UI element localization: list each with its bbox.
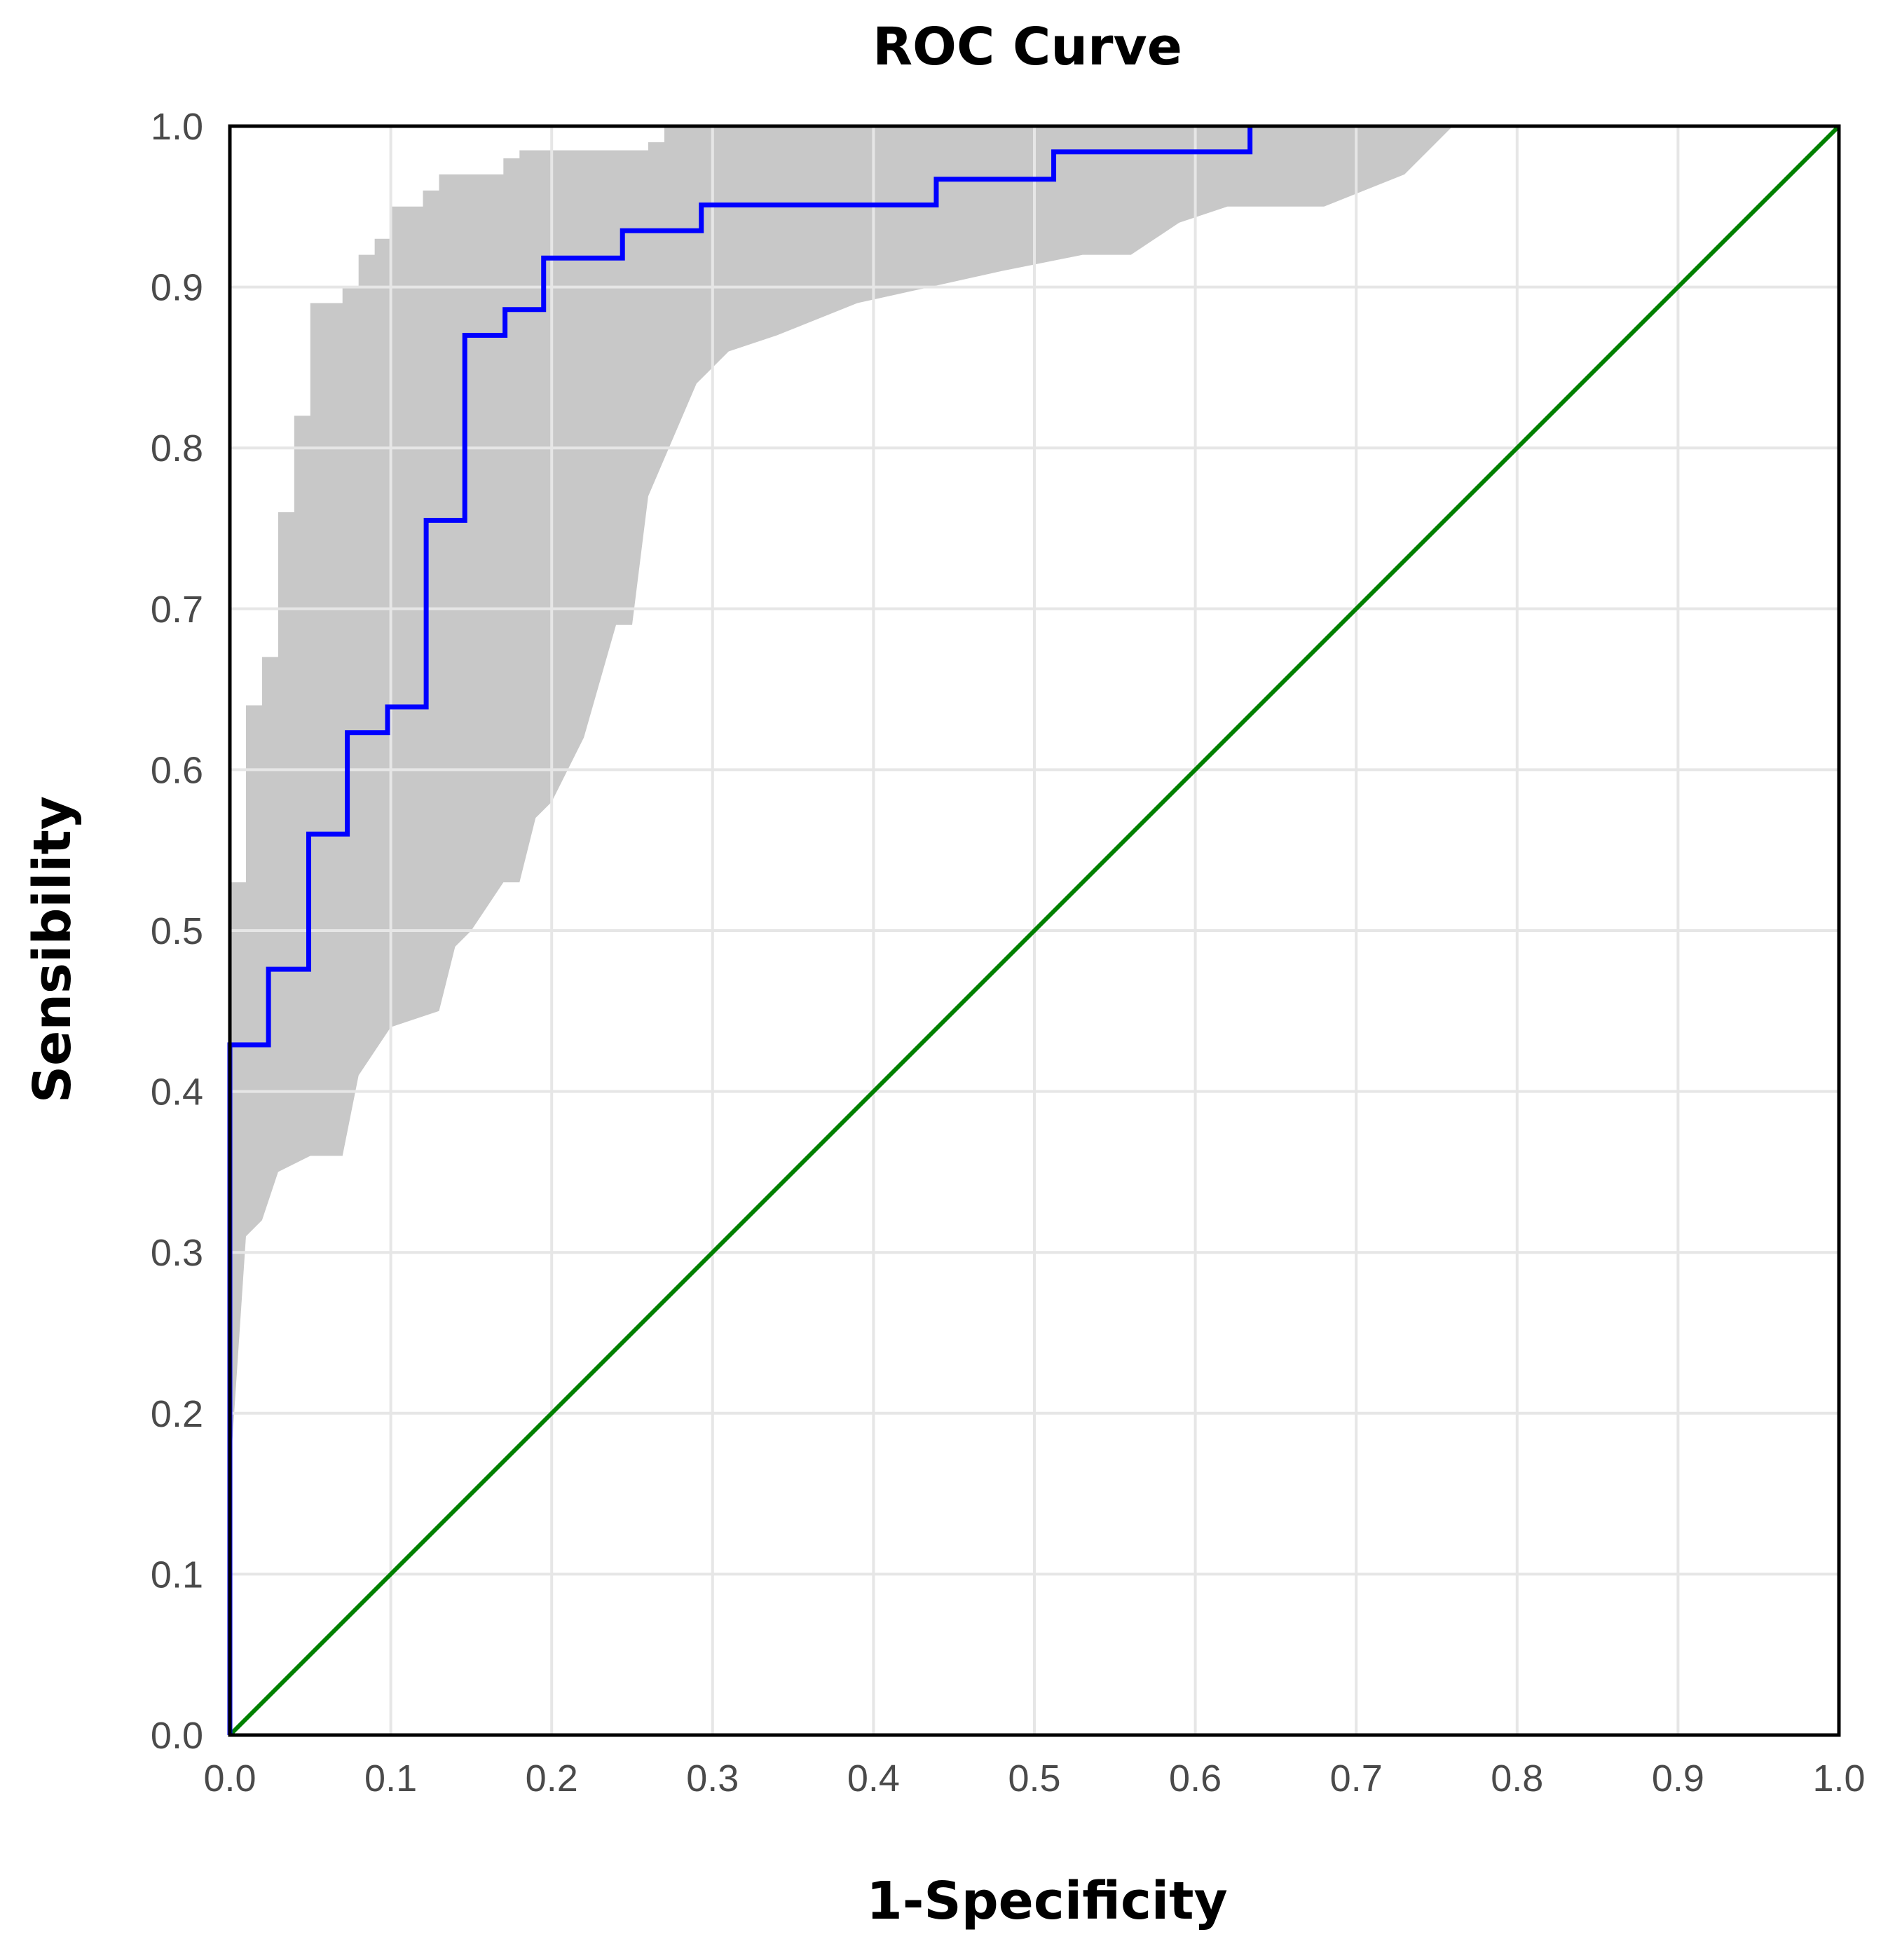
- x-tick-label: 0.2: [526, 1757, 578, 1800]
- x-tick-label: 0.3: [686, 1757, 739, 1800]
- y-tick-label: 0.4: [151, 1071, 203, 1113]
- x-tick-label: 0.6: [1169, 1757, 1222, 1800]
- x-tick-labels: 0.0 0.1 0.2 0.3 0.4 0.5 0.6 0.7 0.8 0.9 1.0: [203, 1757, 1865, 1800]
- x-tick-label: 1.0: [1812, 1757, 1865, 1800]
- y-tick-label: 0.3: [151, 1232, 203, 1274]
- y-tick-label: 0.9: [151, 267, 203, 309]
- y-tick-label: 0.7: [151, 589, 203, 631]
- x-tick-label: 0.7: [1330, 1757, 1383, 1800]
- x-axis-title: 1-Specificity: [866, 1871, 1228, 1931]
- confidence-band: [230, 126, 1453, 1478]
- plot-frame: [228, 124, 1841, 1737]
- x-tick-label: 0.8: [1491, 1757, 1543, 1800]
- x-tick-label: 0.4: [847, 1757, 900, 1800]
- x-tick-label: 0.0: [203, 1757, 256, 1800]
- y-tick-label: 0.1: [151, 1554, 203, 1596]
- roc-curve-line: [227, 126, 1253, 1735]
- x-tick-label: 0.5: [1008, 1757, 1060, 1800]
- y-tick-label: 0.0: [151, 1715, 203, 1757]
- y-tick-label: 1.0: [151, 106, 203, 148]
- x-tick-label: 0.1: [364, 1757, 417, 1800]
- y-tick-label: 0.6: [151, 749, 203, 791]
- x-tick-label: 0.9: [1652, 1757, 1704, 1800]
- y-tick-label: 0.2: [151, 1393, 203, 1435]
- confidence-band-layer: [230, 126, 1453, 1478]
- reference-line: [228, 124, 1841, 1737]
- y-tick-label: 0.8: [151, 427, 203, 470]
- series-layer: [227, 124, 1841, 1737]
- chart-title: ROC Curve: [873, 17, 1182, 77]
- y-tick-label: 0.5: [151, 910, 203, 952]
- y-axis-title: Sensibility: [22, 796, 83, 1103]
- y-tick-labels: 0.0 0.1 0.2 0.3 0.4 0.5 0.6 0.7 0.8 0.9 1.0: [151, 106, 203, 1757]
